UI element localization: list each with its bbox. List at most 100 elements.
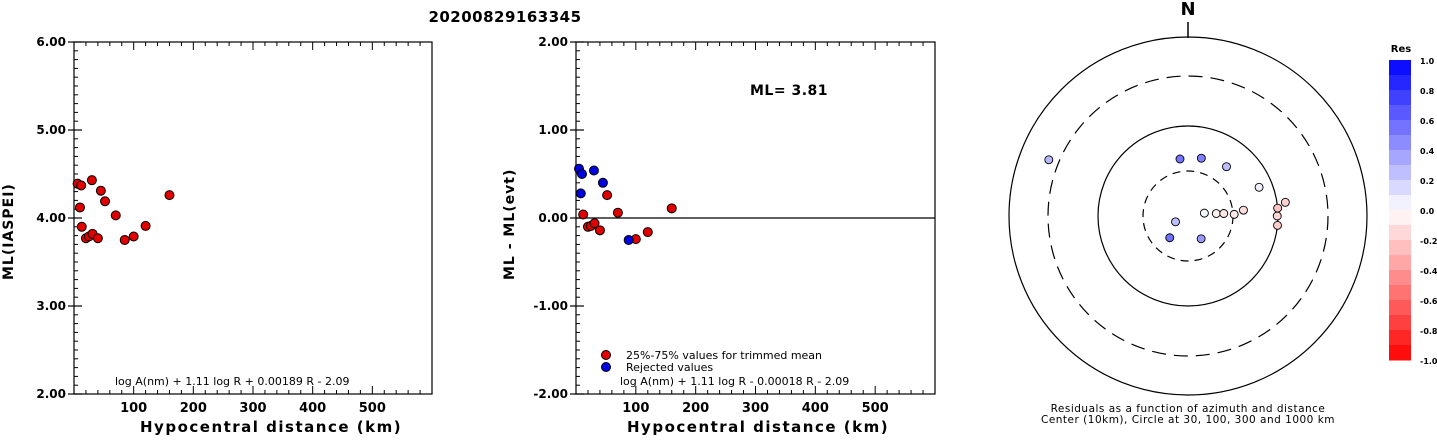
data-point — [642, 227, 653, 238]
y-tick-label: 6.00 — [36, 35, 66, 49]
formula-text: log A(nm) + 1.11 log R - 0.00018 R - 2.0… — [620, 375, 849, 388]
residual-point — [1280, 197, 1290, 207]
azimuth-residual-map: N Residuals as a function of azimuth and… — [1008, 0, 1368, 426]
colorbar-swatch — [1389, 165, 1411, 181]
x-axis-label: Hypocentral distance (km) — [140, 418, 402, 436]
colorbar-tick-label: -0.8 — [1420, 327, 1437, 336]
data-point — [74, 202, 85, 213]
data-point — [100, 196, 111, 207]
colorbar-swatch — [1389, 120, 1411, 136]
data-point — [92, 233, 103, 244]
x-tick-label: 300 — [239, 401, 266, 416]
residual-point — [1229, 209, 1239, 219]
colorbar-swatch — [1389, 315, 1411, 331]
x-tick-label: 200 — [682, 401, 709, 416]
data-point — [95, 185, 106, 196]
colorbar-swatch — [1389, 60, 1411, 76]
x-tick-label: 400 — [299, 401, 326, 416]
colorbar-swatch — [1389, 270, 1411, 286]
legend-label-trimmed: 25%-75% values for trimmed mean — [626, 349, 822, 362]
data-point — [594, 225, 605, 236]
map-caption-line1: Residuals as a function of azimuth and d… — [1051, 403, 1326, 415]
residual-point — [1273, 220, 1282, 230]
colorbar-tick-label: 1.0 — [1420, 57, 1435, 66]
residual-point — [1196, 153, 1206, 163]
x-tick-label: 200 — [180, 401, 207, 416]
y-tick-label: 0.00 — [538, 211, 568, 225]
colorbar-swatch — [1389, 210, 1411, 226]
residual-point — [1272, 211, 1282, 221]
formula-text: log A(nm) + 1.11 log R + 0.00189 R - 2.0… — [115, 375, 349, 388]
x-axis-label: Hypocentral distance (km) — [627, 418, 889, 436]
colorbar-tick-label: -1.0 — [1420, 357, 1437, 366]
x-tick-label: 300 — [742, 401, 769, 416]
y-axis-label: ML - ML(evt) — [502, 169, 518, 280]
residual-point — [1238, 205, 1248, 215]
y-axis-label: ML(IASPEI) — [1, 183, 17, 280]
residual-point — [1211, 209, 1221, 218]
colorbar-tick-label: 0.4 — [1420, 147, 1435, 156]
colorbar-tick-label: -0.4 — [1420, 267, 1437, 276]
data-point — [576, 169, 587, 179]
y-tick-label: 2.00 — [36, 387, 66, 401]
colorbar-swatch — [1389, 105, 1411, 121]
colorbar-swatch — [1389, 195, 1411, 211]
distance-ring-300km — [1047, 75, 1329, 357]
data-point — [110, 210, 121, 221]
colorbar-swatch — [1389, 75, 1411, 91]
residual-colorbar: Res 1.0 0.8 0.6 0.4 0.2 0.0 -0.2 -0.4 -0.6 -0.8 -1… — [1389, 44, 1437, 366]
colorbar-swatch — [1389, 225, 1411, 241]
distance-ring-1000km — [1008, 36, 1368, 396]
ml-residual-chart: -2.00 -1.00 0.00 1.00 2.00 100 200 300 400 500 ML… — [502, 35, 936, 436]
data-point — [602, 190, 613, 201]
residual-point — [1273, 203, 1283, 213]
ml-iaspei-chart: 2.00 3.00 4.00 5.00 6.00 100 200 300 400 500 Hypo… — [1, 35, 433, 436]
data-point — [164, 190, 175, 201]
legend-marker-rejected — [601, 362, 611, 372]
colorbar-title: Res — [1391, 44, 1411, 55]
residual-point — [1196, 234, 1206, 244]
data-point — [86, 175, 97, 186]
y-tick-label: 4.00 — [36, 211, 66, 225]
colorbar-swatch — [1389, 255, 1411, 271]
north-label: N — [1180, 0, 1195, 20]
x-tick-label: 500 — [862, 401, 889, 416]
residual-point — [1171, 217, 1180, 227]
residual-point — [1219, 209, 1229, 218]
colorbar-swatch — [1389, 300, 1411, 316]
colorbar-swatch — [1389, 90, 1411, 106]
x-tick-label: 100 — [120, 401, 147, 416]
data-point — [76, 180, 87, 191]
colorbar-tick-label: 0.0 — [1420, 207, 1435, 216]
residual-point — [1254, 182, 1264, 192]
colorbar-swatch — [1389, 135, 1411, 151]
colorbar-swatch — [1389, 150, 1411, 166]
y-tick-label: 5.00 — [36, 123, 66, 137]
data-point — [140, 220, 151, 231]
data-point — [128, 231, 139, 242]
colorbar-swatch — [1389, 180, 1411, 196]
residual-point — [1222, 162, 1231, 172]
x-tick-label: 500 — [359, 401, 386, 416]
colorbar-swatch — [1389, 345, 1411, 361]
data-point — [575, 188, 586, 199]
data-point — [588, 165, 599, 176]
data-point — [623, 235, 634, 245]
colorbar-tick-label: 0.2 — [1420, 177, 1434, 186]
colorbar-tick-label: -0.2 — [1420, 237, 1437, 246]
data-point — [666, 203, 677, 214]
legend-marker-trimmed — [601, 350, 611, 360]
y-tick-label: 1.00 — [538, 123, 568, 137]
residual-point — [1199, 208, 1209, 218]
x-tick-label: 400 — [802, 401, 829, 416]
y-tick-label: 3.00 — [36, 299, 66, 313]
data-point — [597, 177, 608, 188]
data-point — [578, 209, 589, 220]
colorbar-tick-label: -0.6 — [1420, 297, 1437, 306]
x-tick-label: 100 — [622, 401, 649, 416]
plot-frame — [73, 41, 433, 395]
data-point — [589, 218, 600, 229]
y-tick-label: -2.00 — [533, 387, 568, 401]
data-point — [76, 221, 87, 232]
